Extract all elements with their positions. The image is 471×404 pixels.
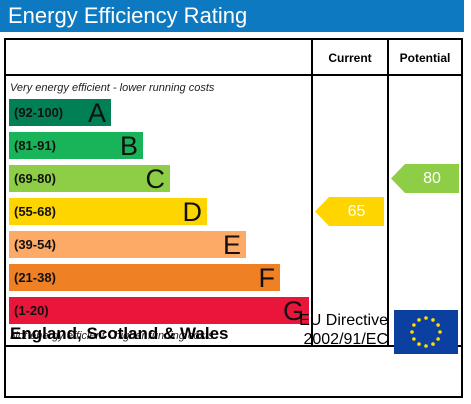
directive-line2: 2002/91/EC <box>303 331 388 348</box>
band-range-label: (81-91) <box>14 138 56 153</box>
column-header-current: Current <box>328 51 372 65</box>
band-a: (92-100) A <box>9 98 111 128</box>
band-range-label: (1-20) <box>14 303 49 318</box>
band-c: (69-80) C <box>9 164 170 194</box>
current-rating-arrow: 65 <box>315 197 384 226</box>
band-letter-label: F <box>258 263 276 293</box>
band-range-label: (69-80) <box>14 171 56 186</box>
band-range-label: (21-38) <box>14 270 56 285</box>
footer-directive: EU Directive 2002/91/EC <box>282 311 388 349</box>
band-letter-label: E <box>222 230 241 260</box>
potential-rating-arrow: 80 <box>391 164 459 193</box>
eu-flag-icon <box>394 310 458 354</box>
band-f: (21-38) F <box>9 263 280 293</box>
header-divider <box>6 74 461 76</box>
band-d: (55-68) D <box>9 197 207 227</box>
directive-line1: EU Directive <box>299 312 388 329</box>
band-letter-label: C <box>145 164 166 194</box>
band-g: (1-20) G <box>9 296 309 326</box>
band-letter-label: A <box>87 98 106 128</box>
column-divider-potential <box>387 40 389 347</box>
title-bar: Energy Efficiency Rating <box>0 0 464 32</box>
band-letter-label: D <box>182 197 203 227</box>
band-range-label: (55-68) <box>14 204 56 219</box>
band-e: (39-54) E <box>9 230 246 260</box>
potential-rating-arrow-value: 80 <box>423 170 441 187</box>
band-range-label: (39-54) <box>14 237 56 252</box>
rating-frame: Current Potential Very energy efficient … <box>4 38 463 398</box>
caption-top: Very energy efficient - lower running co… <box>10 82 215 94</box>
caption-bottom: Not energy efficient - higher running co… <box>10 330 214 342</box>
column-divider-current <box>311 40 313 347</box>
band-letter-label: B <box>119 131 138 161</box>
footer-region: England, Scotland & Wales <box>10 324 229 343</box>
band-b: (81-91) B <box>9 131 143 161</box>
current-rating-arrow-value: 65 <box>347 203 366 220</box>
column-header-potential: Potential <box>399 51 451 65</box>
band-letter-label: G <box>282 296 304 326</box>
band-range-label: (92-100) <box>14 105 64 120</box>
footer-divider <box>6 345 461 347</box>
page-title: Energy Efficiency Rating <box>8 3 248 28</box>
